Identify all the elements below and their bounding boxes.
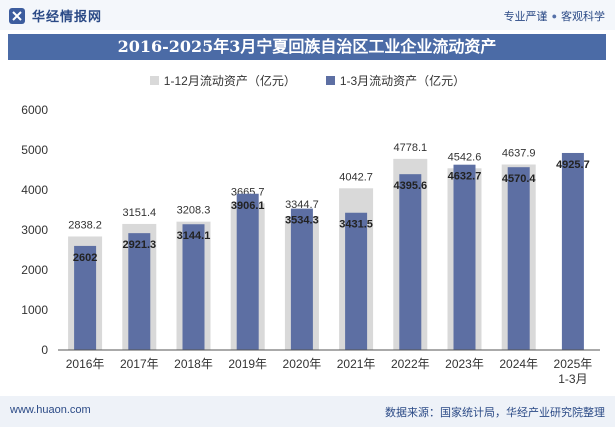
bar-q1 — [345, 212, 368, 350]
data-label-total: 3344.7 — [285, 199, 319, 211]
x-tick-label: 2018年 — [174, 357, 213, 371]
bullet-icon: ● — [551, 11, 557, 21]
x-tick-label: 2021年 — [337, 357, 376, 371]
footer-source: 数据来源：国家统计局，华经产业研究院整理 — [385, 407, 605, 419]
slogan-right: 客观科学 — [561, 11, 605, 23]
footer: www.huaon.com 数据来源：国家统计局，华经产业研究院整理 — [0, 396, 615, 427]
data-label-q1: 3431.5 — [339, 219, 373, 231]
bar-q1 — [453, 164, 476, 350]
data-label-q1: 4632.7 — [448, 171, 482, 183]
bar-q1 — [290, 208, 313, 350]
data-label-total: 4542.6 — [448, 151, 482, 163]
x-tick-label: 2022年 — [391, 357, 430, 371]
y-tick-label: 5000 — [21, 143, 48, 157]
x-tick-label: 2019年 — [228, 357, 267, 371]
chart-title: 2016-2025年3月宁夏回族自治区工业企业流动资产 — [8, 34, 606, 60]
data-label-q1: 4925.7 — [556, 159, 590, 171]
x-tick-label: 2016年 — [66, 357, 105, 371]
footer-url[interactable]: www.huaon.com — [10, 404, 91, 416]
x-tick-label: 2023年 — [445, 357, 484, 371]
bar-chart: 0 1000 2000 3000 4000 5000 6000 2838.2 2602 2016年… — [21, 103, 600, 386]
data-label-q1: 4395.6 — [393, 180, 427, 192]
brand-logo-icon — [9, 7, 25, 24]
slogan-left: 专业严谨 — [503, 11, 548, 23]
x-tick-label: 1-3月 — [558, 372, 587, 386]
top-bar: 华经情报网 专业严谨 ● 客观科学 — [0, 0, 615, 30]
data-label-total: 4637.9 — [502, 147, 536, 159]
legend-swatch-total — [149, 76, 159, 85]
y-tick-label: 2000 — [21, 263, 48, 277]
bar-q1 — [561, 152, 584, 350]
legend-label-total: 1-12月流动资产（亿元） — [163, 74, 296, 88]
slogan: 专业严谨 ● 客观科学 — [504, 8, 605, 24]
data-label-q1: 3534.3 — [285, 215, 319, 227]
x-tick-label: 2017年 — [120, 357, 159, 371]
x-tick-label: 2024年 — [499, 357, 538, 371]
bar-q1 — [74, 245, 97, 350]
y-tick-label: 3000 — [21, 223, 48, 237]
data-label-q1: 3144.1 — [177, 230, 211, 242]
data-label-total: 2838.2 — [68, 219, 102, 231]
brand-name: 华经情报网 — [32, 9, 103, 24]
bar-q1 — [182, 224, 205, 350]
data-label-q1: 2921.3 — [122, 239, 156, 251]
bar-q1 — [128, 233, 151, 350]
chart-legend: 1-12月流动资产（亿元） 1-3月流动资产（亿元） — [0, 72, 615, 89]
data-label-q1: 3906.1 — [231, 200, 265, 212]
bar-q1 — [236, 193, 259, 350]
data-label-total: 3151.4 — [122, 207, 156, 219]
legend-swatch-q1 — [325, 76, 335, 85]
brand[interactable]: 华经情报网 — [8, 6, 102, 25]
legend-label-q1: 1-3月流动资产（亿元） — [339, 74, 466, 88]
legend-item-q1: 1-3月流动资产（亿元） — [325, 72, 466, 89]
legend-item-total: 1-12月流动资产（亿元） — [149, 72, 296, 89]
y-tick-label: 6000 — [21, 103, 48, 117]
bar-q1 — [507, 167, 530, 350]
y-tick-label: 4000 — [21, 183, 48, 197]
x-tick-label: 2020年 — [283, 357, 322, 371]
y-tick-label: 1000 — [21, 303, 48, 317]
data-label-total: 4042.7 — [339, 171, 373, 183]
data-label-total: 3208.3 — [177, 205, 211, 217]
data-label-q1: 4570.4 — [502, 173, 537, 185]
x-tick-label: 2025年 — [554, 357, 593, 371]
bar-q1 — [399, 174, 422, 350]
data-label-total: 4778.1 — [393, 142, 427, 154]
y-tick-label: 0 — [41, 343, 48, 357]
data-label-q1: 2602 — [73, 252, 97, 264]
